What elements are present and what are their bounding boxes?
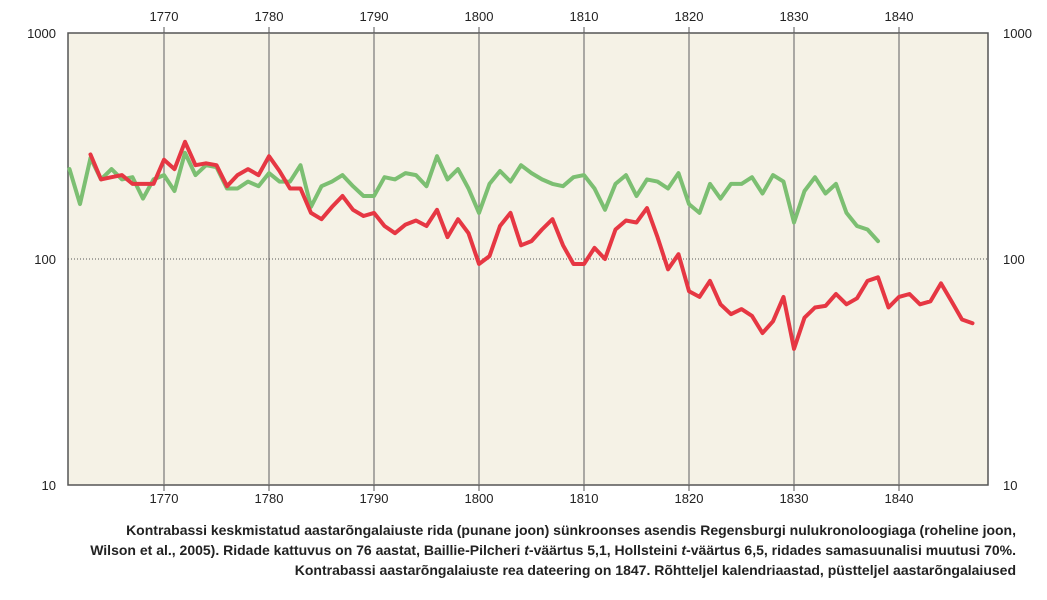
- tick-labels: 1770 1770 1780 1780 1790 1790 1800 1800 1810 1810…: [27, 9, 1032, 506]
- caption-line-1: Kontrabassi keskmistatud aastarõngalaius…: [126, 522, 1016, 538]
- caption-t-symbol-2: t: [681, 542, 687, 558]
- caption-line-2-part-1: Wilson et al., 2005). Ridade kattuvus on…: [90, 542, 525, 558]
- y-tick-label-left-10: 10: [42, 478, 56, 493]
- x-tick-label-bottom-1840: 1840: [885, 491, 914, 506]
- y-tick-label-right-1000: 1000: [1003, 26, 1032, 41]
- series-layer: [67, 139, 975, 351]
- caption-t-symbol-1: t: [524, 542, 529, 558]
- x-tick-label-bottom-1810: 1810: [570, 491, 599, 506]
- x-tick-label-top-1830: 1830: [780, 9, 809, 24]
- x-tick-label-top-1790: 1790: [360, 9, 389, 24]
- x-tick-label-bottom-1820: 1820: [675, 491, 704, 506]
- x-tick-label-top-1840: 1840: [885, 9, 914, 24]
- x-tick-label-top-1770: 1770: [150, 9, 179, 24]
- x-tick-label-bottom-1800: 1800: [465, 491, 494, 506]
- x-tick-label-top-1800: 1800: [465, 9, 494, 24]
- x-tick-label-bottom-1790: 1790: [360, 491, 389, 506]
- tree-ring-chart: 1770 1770 1780 1780 1790 1790 1800 1800 1810 1810…: [27, 9, 1032, 506]
- x-tick-label-top-1810: 1810: [570, 9, 599, 24]
- caption-line-2: Wilson et al., 2005). Ridade kattuvus on…: [16, 540, 1016, 560]
- y-tick-label-right-100: 100: [1003, 252, 1025, 267]
- figure-caption: Kontrabassi keskmistatud aastarõngalaius…: [16, 520, 1016, 580]
- caption-line-2-part-3: -väärtus 6,5, ridades samasuunalisi muut…: [686, 542, 1016, 558]
- y-tick-label-right-10: 10: [1003, 478, 1017, 493]
- x-tick-label-bottom-1770: 1770: [150, 491, 179, 506]
- series-line-red: [88, 139, 975, 351]
- y-tick-label-left-100: 100: [34, 252, 56, 267]
- caption-line-3: Kontrabassi aastarõngalaiuste rea dateer…: [294, 562, 1016, 578]
- x-tick-label-top-1820: 1820: [675, 9, 704, 24]
- x-tick-label-bottom-1830: 1830: [780, 491, 809, 506]
- caption-line-2-part-2: -väärtus 5,1, Hollsteini: [528, 542, 682, 558]
- x-tick-label-bottom-1780: 1780: [255, 491, 284, 506]
- x-tick-label-top-1780: 1780: [255, 9, 284, 24]
- series-line-green: [67, 150, 880, 244]
- y-tick-label-left-1000: 1000: [27, 26, 56, 41]
